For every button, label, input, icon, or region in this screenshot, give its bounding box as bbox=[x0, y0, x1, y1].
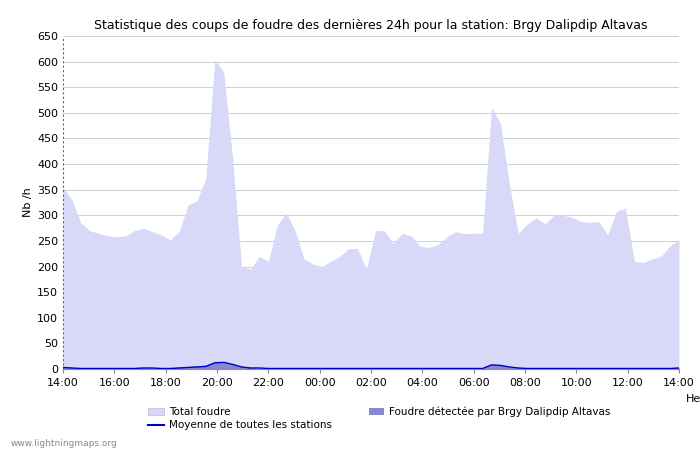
Title: Statistique des coups de foudre des dernières 24h pour la station: Brgy Dalipdip: Statistique des coups de foudre des dern… bbox=[94, 19, 648, 32]
Legend: Total foudre, Moyenne de toutes les stations, Foudre détectée par Brgy Dalipdip : Total foudre, Moyenne de toutes les stat… bbox=[148, 407, 611, 430]
Text: www.lightningmaps.org: www.lightningmaps.org bbox=[10, 439, 118, 448]
Y-axis label: Nb /h: Nb /h bbox=[23, 188, 33, 217]
Text: Heure: Heure bbox=[686, 394, 700, 404]
